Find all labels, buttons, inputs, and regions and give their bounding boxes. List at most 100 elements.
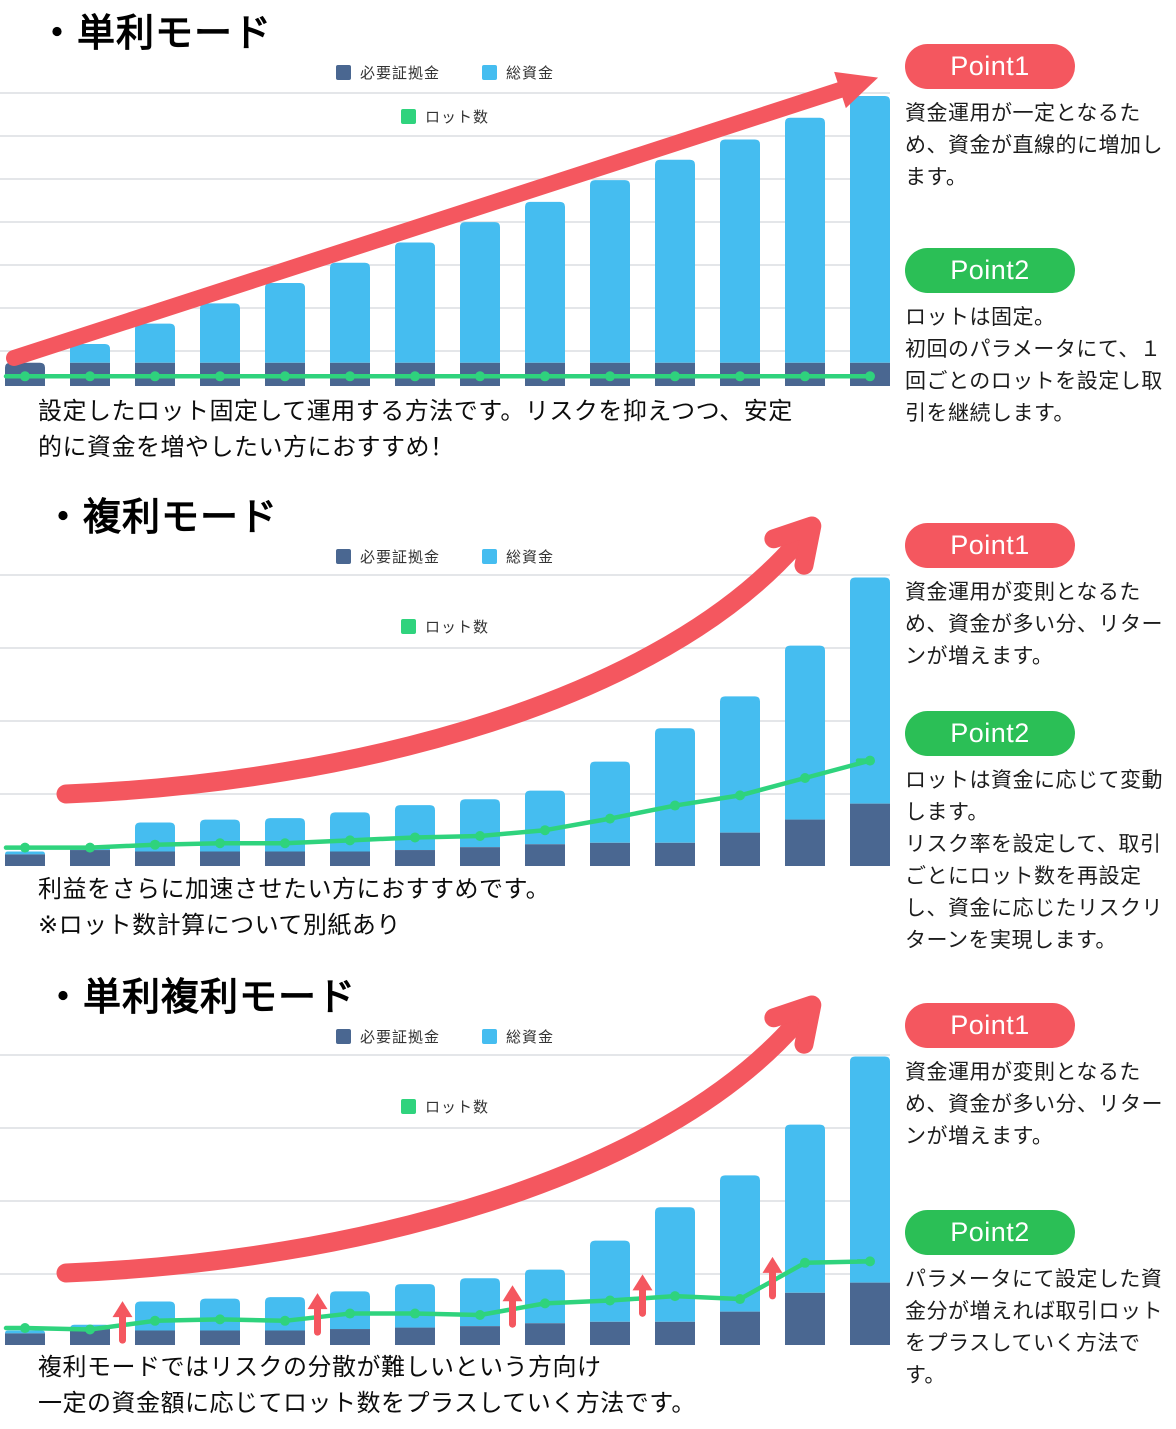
lots-point [475,1310,485,1320]
point1-text: 資金運用が変則となるた め、資金が多い分、リター ンが増えます。 [905,581,1163,668]
trend-arrow-shaft [6,82,848,366]
chart-svg [0,516,890,866]
lots-point [215,1314,225,1325]
funds-bar [655,159,695,363]
point2-badge: Point2 [905,711,1075,756]
funds-bar [5,851,45,855]
section-compound-mode: ・複利モード 必要証拠金 総資金 ロット数 利益をさらに加速させたい方におすすめ… [0,480,1176,958]
chart-simple-compound-mode [0,995,890,1345]
trend-arrow-shaft [56,534,806,804]
lots-line [3,758,873,850]
lots-point [475,371,485,382]
trend-arrow [56,516,822,804]
trend-arrow-head [764,995,822,1054]
margin-bar [200,851,240,866]
lots-point [215,371,225,382]
chart-svg [0,995,890,1345]
margin-bar [70,1329,110,1345]
lots-point [605,1295,615,1306]
margin-swatch-icon [335,549,351,564]
lots-point [540,825,550,836]
lots-point [865,755,875,766]
margin-bar [5,1333,45,1345]
lots-point [345,371,355,382]
lots-point [800,371,810,382]
lots-point [345,835,355,846]
lots-point [410,1308,420,1319]
margin-bar [720,1311,760,1345]
point1-badge: Point1 [905,523,1075,568]
trend-arrow-head [834,71,879,109]
funds-bar [525,1269,565,1324]
bars-group [5,1056,890,1345]
legend-item-funds: 総資金 [482,546,554,567]
lots-point [410,371,420,382]
lots-point [85,1324,95,1335]
lots-line-group [3,755,875,853]
section-caption: 設定したロット固定して運用する方法です。リスクを抑えつつ、安定 的に資金を増やし… [38,398,793,461]
point1-badge: Point1 [905,1003,1075,1048]
lots-point [20,842,30,853]
funds-bar [395,805,435,851]
point1-text: 資金運用が変則となるた め、資金が多い分、リター ンが増えます。 [905,1061,1163,1148]
lots-point [215,838,225,849]
section-simple-compound-mode: ・単利複利モード 必要証拠金 総資金 ロット数 複利モードではリスクの分散が難し… [0,958,1176,1429]
funds-bar [655,1207,695,1322]
section-title: ・複利モード [44,497,279,539]
margin-bar [395,850,435,866]
legend-label: 総資金 [506,549,555,566]
legend-item-margin: 必要証拠金 [335,546,440,567]
funds-swatch-icon [482,1029,497,1044]
margin-bar [265,1330,305,1345]
margin-bar [70,850,110,866]
point1-block: Point1 資金運用が変則となるた め、資金が多い分、リター ンが増えます。 [905,1003,1171,1153]
chart-legend-row: 必要証拠金 総資金 [0,62,890,83]
funds-bar [135,323,175,363]
margin-bar [590,1321,630,1345]
lot-up-arrow-head [112,1301,133,1318]
margin-bar [850,1282,890,1345]
section-simple-mode: ・単利モード 必要証拠金 総資金 ロット数 設定したロット固定して運用する方法で… [0,0,1176,480]
chart-simple-mode [0,71,890,386]
section-title: ・単利モード [38,13,273,55]
legend-label: 必要証拠金 [359,65,440,82]
lots-point [150,371,160,382]
trend-arrow [56,995,822,1283]
margin-bar [330,851,370,866]
margin-bar [525,1323,565,1345]
lots-point [605,813,615,824]
margin-bar [200,1330,240,1345]
legend-label: 必要証拠金 [359,549,440,566]
point1-block: Point1 資金運用が一定となるた め、資金が直線的に増加し ます。 [905,44,1171,194]
margin-bar [135,851,175,866]
funds-bar [850,1056,890,1283]
point2-text: ロットは資金に応じて変動 します。 リスク率を設定して、取引 ごとにロット数を再… [905,769,1163,952]
funds-bar [720,696,760,833]
funds-bar [720,1175,760,1312]
lots-point [475,831,485,841]
legend-label: 必要証拠金 [359,1029,440,1046]
lots-point [735,790,745,801]
trend-arrow [6,71,879,366]
funds-bar [590,761,630,843]
funds-bar [850,577,890,804]
lots-point [540,1298,550,1309]
margin-swatch-icon [335,65,351,80]
point2-text: パラメータにて設定した資 金分が増えれば取引ロット をプラスしていく方法で す。 [905,1268,1163,1387]
lot-up-arrow-head [502,1285,523,1302]
funds-bar [395,1284,435,1328]
funds-bar [590,180,630,363]
lots-point [865,371,875,382]
funds-bar [785,645,825,820]
funds-bar [460,222,500,363]
funds-bar [850,96,890,363]
lots-point [605,371,615,382]
chart-compound-mode [0,516,890,866]
margin-bar [330,1329,370,1345]
funds-bar [655,728,695,843]
lots-point [280,1315,290,1326]
margin-swatch-icon [335,1029,351,1044]
section-caption: 利益をさらに加速させたい方におすすめです。 ※ロット数計算について別紙あり [38,876,551,939]
trend-arrow-shaft [56,1013,806,1283]
